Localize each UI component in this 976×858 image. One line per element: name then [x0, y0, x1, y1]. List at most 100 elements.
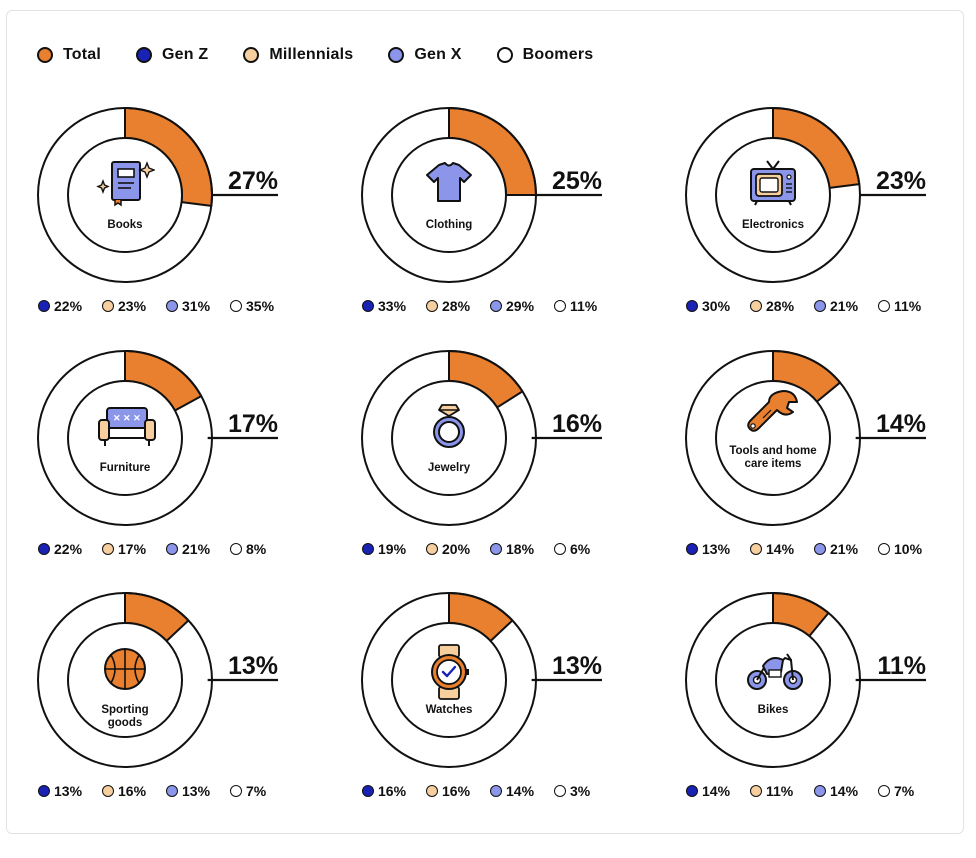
gen-value-millennials: 28% [442, 298, 471, 314]
gen-dot-millennials [426, 300, 438, 312]
category-label: Electronics [742, 219, 804, 231]
gen-value-genz: 33% [378, 298, 407, 314]
gen-item-millennials: 23% [102, 298, 166, 314]
category-label: Jewelry [427, 462, 471, 474]
gen-dot-genz [38, 785, 50, 797]
donut-panel-clothing: 25% Clothing 33% 28% 29% 11% [361, 107, 662, 337]
gen-value-millennials: 16% [442, 783, 471, 799]
gen-dot-millennials [426, 543, 438, 555]
gen-dot-genx [166, 543, 178, 555]
total-percent-label: 13% [551, 652, 602, 680]
gen-item-boomers: 35% [230, 298, 294, 314]
gen-item-genz: 13% [38, 783, 102, 799]
gen-value-genx: 31% [182, 298, 211, 314]
generation-breakdown: 30% 28% 21% 11% [686, 298, 942, 314]
gen-item-genz: 14% [686, 783, 750, 799]
gen-item-genz: 16% [362, 783, 426, 799]
category-label: Clothing [425, 219, 473, 231]
donut-chart-sporting-goods [37, 592, 278, 768]
legend-dot-millennials [243, 47, 260, 63]
gen-value-boomers: 11% [570, 298, 598, 314]
gen-item-genz: 22% [38, 298, 102, 314]
gen-dot-millennials [426, 785, 438, 797]
category-label: Tools and home care items [729, 445, 817, 470]
gen-dot-millennials [750, 300, 762, 312]
tv-icon [743, 159, 803, 214]
donut-panel-furniture: 17% ✕ ✕ ✕ Furniture 22% 17% 21% 8% [37, 350, 338, 580]
gen-value-boomers: 10% [894, 541, 923, 557]
gen-item-genx: 14% [490, 783, 554, 799]
gen-dot-millennials [750, 543, 762, 555]
generation-breakdown: 16% 16% 14% 3% [362, 783, 618, 799]
generation-breakdown: 13% 16% 13% 7% [38, 783, 294, 799]
gen-value-genz: 22% [54, 298, 83, 314]
donut-inner-ring [715, 622, 831, 738]
gen-value-genx: 14% [506, 783, 535, 799]
gen-value-genz: 22% [54, 541, 83, 557]
gen-item-genz: 33% [362, 298, 426, 314]
gen-item-boomers: 7% [230, 783, 294, 799]
gen-value-genx: 13% [182, 783, 211, 799]
svg-text:✕ ✕ ✕: ✕ ✕ ✕ [113, 413, 141, 423]
total-percent-label: 27% [227, 167, 278, 195]
gen-dot-boomers [878, 543, 890, 555]
gen-item-boomers: 11% [554, 298, 618, 314]
gen-dot-genx [814, 785, 826, 797]
gen-item-boomers: 10% [878, 541, 942, 557]
generation-breakdown: 13% 14% 21% 10% [686, 541, 942, 557]
gen-dot-millennials [102, 300, 114, 312]
tshirt-icon [419, 159, 479, 214]
legend-label-genx: Gen X [414, 46, 462, 63]
gen-value-boomers: 8% [246, 541, 267, 557]
gen-dot-genz [686, 300, 698, 312]
gen-value-millennials: 11% [766, 783, 794, 799]
gen-value-genz: 14% [702, 783, 731, 799]
legend-dot-genx [388, 47, 405, 63]
gen-dot-genx [814, 543, 826, 555]
donut-chart-electronics [685, 107, 926, 283]
gen-item-genz: 30% [686, 298, 750, 314]
total-percent-label: 23% [875, 167, 926, 195]
gen-dot-genz [686, 785, 698, 797]
category-label: Furniture [99, 462, 151, 474]
gen-item-genx: 13% [166, 783, 230, 799]
book-icon [95, 159, 156, 214]
gen-value-millennials: 16% [118, 783, 147, 799]
generation-breakdown: 33% 28% 29% 11% [362, 298, 618, 314]
watch-icon [419, 644, 479, 705]
gen-dot-genx [490, 300, 502, 312]
legend-item-genx: Gen X [388, 46, 461, 64]
legend-dot-genz [136, 47, 153, 63]
donut-chart-jewelry [361, 350, 602, 526]
gen-value-millennials: 28% [766, 298, 795, 314]
gen-dot-genz [362, 543, 374, 555]
donut-panel-tools-and-home-care-items: 14% Tools and home care items 13% 14% 21% 10… [685, 350, 976, 580]
category-label: Bikes [757, 704, 789, 716]
gen-dot-boomers [878, 785, 890, 797]
donut-panel-jewelry: 16% Jewelry 19% 20% 18% 6% [361, 350, 662, 580]
donut-chart-watches [361, 592, 602, 768]
legend-item-total: Total [37, 46, 101, 64]
gen-value-boomers: 11% [894, 298, 922, 314]
gen-value-genz: 19% [378, 541, 407, 557]
basketball-icon [95, 644, 155, 699]
gen-dot-genz [38, 543, 50, 555]
gen-value-millennials: 17% [118, 541, 147, 557]
gen-dot-boomers [554, 785, 566, 797]
gen-value-millennials: 23% [118, 298, 147, 314]
gen-value-genx: 18% [506, 541, 535, 557]
gen-dot-boomers [230, 300, 242, 312]
donut-panel-books: 27% Books 22% 23% 31% 35% [37, 107, 338, 337]
donut-chart-bikes [685, 592, 926, 768]
gen-item-genx: 31% [166, 298, 230, 314]
generation-breakdown: 22% 17% 21% 8% [38, 541, 294, 557]
legend-dot-total [37, 47, 53, 63]
gen-item-genx: 21% [814, 298, 878, 314]
sofa-icon: ✕ ✕ ✕ [95, 402, 159, 457]
motorbike-icon [743, 644, 807, 699]
gen-dot-boomers [554, 300, 566, 312]
donut-chart-clothing [361, 107, 602, 283]
gen-value-boomers: 7% [894, 783, 915, 799]
gen-dot-genz [362, 300, 374, 312]
donut-chart-furniture [37, 350, 278, 526]
